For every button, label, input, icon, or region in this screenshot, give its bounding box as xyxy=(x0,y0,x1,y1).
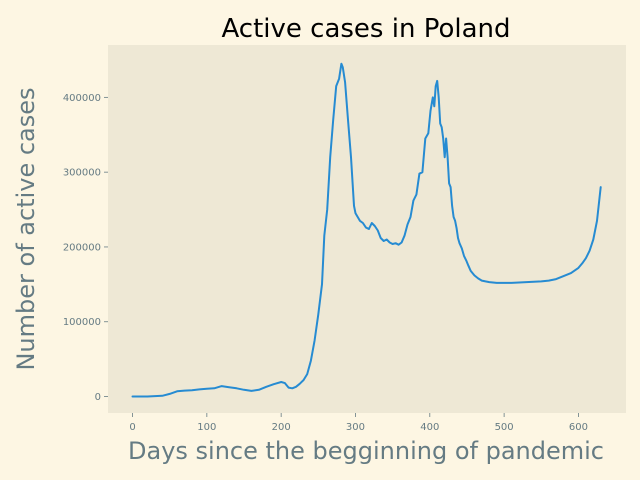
x-axis-label: Days since the begginning of pandemic xyxy=(128,437,604,465)
x-tick-label: 300 xyxy=(346,422,365,433)
x-tick-label: 400 xyxy=(420,422,439,433)
x-axis: 0 100 200 300 400 500 600 xyxy=(129,413,588,433)
y-tick-label: 300000 xyxy=(63,168,101,179)
y-tick-label: 100000 xyxy=(63,317,101,328)
series-line-active-cases xyxy=(131,62,602,398)
x-tick-label: 0 xyxy=(129,422,135,433)
y-tick-label: 0 xyxy=(95,392,101,403)
y-axis: 0 100000 200000 300000 400000 xyxy=(63,93,108,403)
x-tick-label: 100 xyxy=(197,422,216,433)
x-tick-label: 600 xyxy=(569,422,588,433)
y-axis-label: Number of active cases xyxy=(12,87,40,370)
y-tick-label: 200000 xyxy=(63,242,101,253)
chart-title: Active cases in Poland xyxy=(221,14,510,44)
x-tick-label: 200 xyxy=(272,422,291,433)
x-tick-label: 500 xyxy=(495,422,514,433)
y-tick-label: 400000 xyxy=(63,93,101,104)
